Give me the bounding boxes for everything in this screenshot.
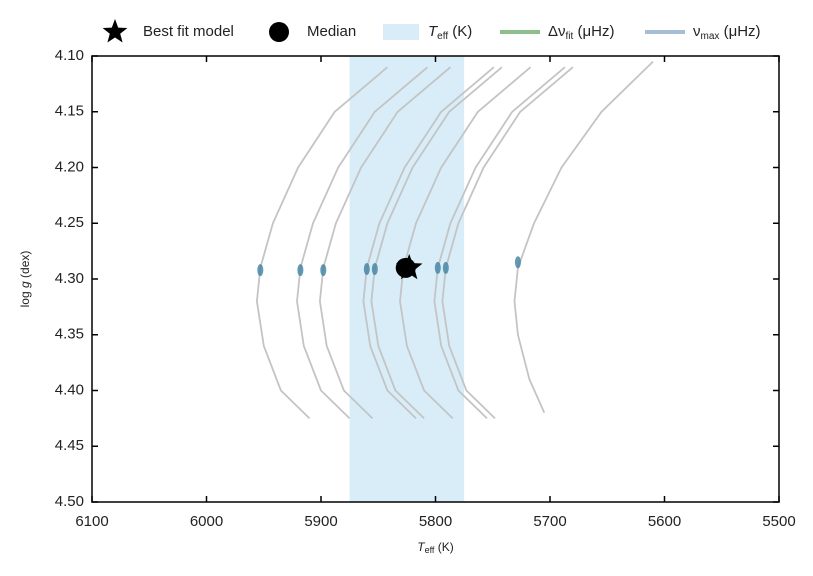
legend-star: [102, 19, 128, 43]
track: [513, 60, 654, 414]
y-tick-label: 4.45: [55, 437, 84, 454]
model-point: [514, 256, 521, 269]
x-tick-label: 6100: [75, 513, 108, 530]
x-label-main: T: [417, 540, 426, 554]
legend-sub: fit: [566, 31, 574, 42]
x-axis-label: Teff (K): [417, 540, 454, 555]
x-tick-label: 5900: [304, 513, 337, 530]
legend-main: Δν: [548, 23, 566, 40]
legend-main: T: [428, 23, 439, 40]
y-label-pre: log: [18, 288, 32, 307]
legend-main: ν: [693, 23, 701, 40]
x-label-rest: (K): [434, 540, 453, 554]
model-point: [442, 261, 449, 274]
median-point: [395, 257, 416, 278]
legend-label: Median: [307, 23, 356, 40]
legend-label: Best fit model: [143, 23, 234, 40]
y-label-rest: (dex): [18, 251, 32, 282]
y-tick-label: 4.40: [55, 381, 84, 398]
legend-main: Median: [307, 23, 356, 40]
y-tick-label: 4.10: [55, 47, 84, 64]
x-tick-label: 5700: [533, 513, 566, 530]
legend-rest: (μHz): [573, 23, 614, 40]
model-point: [434, 261, 441, 274]
x-tick-label: 5600: [648, 513, 681, 530]
y-tick-label: 4.35: [55, 326, 84, 343]
model-point: [371, 262, 378, 275]
x-tick-label: 6000: [190, 513, 223, 530]
legend-label: Teff (K): [428, 23, 472, 42]
legend-label: νmax (μHz): [693, 23, 761, 42]
y-tick-label: 4.15: [55, 103, 84, 120]
y-tick-label: 4.20: [55, 158, 84, 175]
model-point: [363, 262, 370, 275]
model-point: [257, 264, 264, 277]
y-label-italic: g: [18, 281, 32, 288]
model-point: [297, 264, 304, 277]
model-point: [320, 264, 327, 277]
x-label-sub: eff: [425, 545, 435, 555]
legend-main: Best fit model: [143, 23, 234, 40]
legend-label: Δνfit (μHz): [548, 23, 614, 42]
y-tick-label: 4.30: [55, 270, 84, 287]
legend-sub: eff: [437, 31, 448, 42]
x-tick-label: 5500: [762, 513, 795, 530]
legend-rest: (K): [448, 23, 472, 40]
y-tick-label: 4.25: [55, 214, 84, 231]
x-tick-label: 5800: [419, 513, 452, 530]
y-tick-label: 4.50: [55, 493, 84, 510]
legend-rest: (μHz): [719, 23, 760, 40]
y-axis-label: log g (dex): [18, 251, 32, 308]
legend-sub: max: [701, 31, 720, 42]
legend-band: [383, 24, 419, 40]
legend-circle: [269, 22, 289, 42]
